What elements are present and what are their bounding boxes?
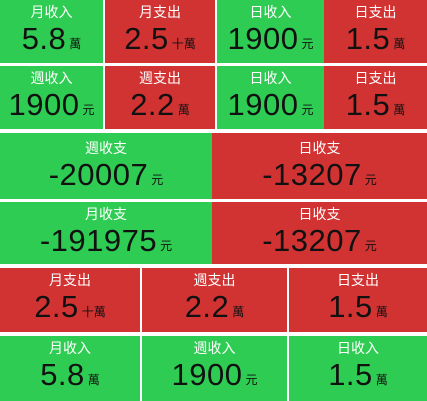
tile-unit: 萬: [375, 305, 388, 319]
tile-value-group: 2.5 十萬: [34, 291, 106, 322]
summary-row-4: 月收支 -191975 元 日收支 -13207 元: [0, 202, 427, 264]
tile-value-group: 1.5 萬: [346, 23, 406, 54]
tile-label: 日收入: [249, 71, 292, 87]
tile-weekly-expense[interactable]: 週支出 2.2 萬: [105, 66, 215, 129]
tile-value: 5.8: [21, 21, 67, 56]
tile-value: 1.5: [345, 87, 391, 122]
tile-monthly-balance[interactable]: 月收支 -191975 元: [0, 202, 212, 264]
tile-monthly-income[interactable]: 月收入 5.8 萬: [0, 0, 103, 63]
tile-unit: 萬: [69, 37, 82, 51]
tile-daily-income[interactable]: 日收入 1900 元: [217, 66, 324, 129]
tile-monthly-income[interactable]: 月收入 5.8 萬: [0, 336, 140, 401]
tile-value: 2.2: [184, 289, 230, 324]
tile-weekly-expense[interactable]: 週支出 2.2 萬: [142, 268, 287, 332]
tile-label: 月收入: [49, 341, 91, 357]
tile-unit: 元: [364, 173, 377, 187]
tile-label: 月支出: [49, 273, 91, 289]
summary-row-1: 月收入 5.8 萬 月支出 2.5 十萬 日收入 1900 元 日支出 1.5: [0, 0, 427, 63]
tile-value: 1900: [8, 87, 80, 122]
tile-value: 2.5: [124, 21, 169, 56]
tile-value-group: 5.8 萬: [22, 23, 82, 54]
tile-unit: 元: [364, 239, 377, 253]
tile-value: 1.5: [328, 289, 373, 324]
tile-unit: 十萬: [171, 37, 196, 51]
tile-value-group: 5.8 萬: [40, 359, 100, 390]
tile-daily-expense[interactable]: 日支出 1.5 萬: [324, 0, 427, 63]
tile-label: 月收支: [85, 207, 127, 223]
tile-value-group: 1900 元: [228, 23, 314, 54]
tile-value-group: 1900 元: [9, 89, 95, 120]
tile-value-group: -20007 元: [49, 159, 164, 190]
tile-label: 週收入: [30, 71, 73, 87]
tile-value: 1900: [227, 87, 299, 122]
tile-value: 5.8: [40, 357, 85, 392]
tile-label: 日收入: [337, 341, 379, 357]
tile-label: 月收入: [30, 5, 73, 21]
summary-row-5: 月支出 2.5 十萬 週支出 2.2 萬 日支出 1.5 萬: [0, 268, 427, 332]
tile-label: 月支出: [139, 5, 181, 21]
tile-value-group: 2.2 萬: [130, 89, 190, 120]
tile-value-group: 1.5 萬: [328, 291, 388, 322]
tile-unit: 萬: [393, 103, 406, 117]
tile-value: -20007: [48, 157, 149, 192]
tile-value: 2.5: [34, 289, 79, 324]
tile-value-group: 1.5 萬: [346, 89, 406, 120]
tile-unit: 十萬: [81, 305, 106, 319]
summary-row-2: 週收入 1900 元 週支出 2.2 萬 日收入 1900 元 日支出 1.5: [0, 66, 427, 129]
tile-value-group: 2.5 十萬: [124, 23, 196, 54]
tile-monthly-expense[interactable]: 月支出 2.5 十萬: [105, 0, 215, 63]
tile-unit: 元: [160, 239, 173, 253]
tile-label: 日支出: [354, 5, 397, 21]
tile-label: 週支出: [139, 71, 181, 87]
tile-daily-expense[interactable]: 日支出 1.5 萬: [289, 268, 427, 332]
tile-unit: 萬: [375, 373, 388, 387]
tile-value-group: 1900 元: [172, 359, 258, 390]
tile-value-group: 2.2 萬: [185, 291, 245, 322]
tile-label: 日收支: [298, 207, 341, 223]
tile-unit: 元: [151, 173, 164, 187]
tile-unit: 元: [301, 37, 314, 51]
summary-row-3: 週收支 -20007 元 日收支 -13207 元: [0, 133, 427, 199]
tile-value: 2.2: [130, 87, 175, 122]
tile-unit: 萬: [232, 305, 245, 319]
tile-weekly-balance[interactable]: 週收支 -20007 元: [0, 133, 212, 199]
tile-value-group: -13207 元: [262, 159, 377, 190]
tile-value-group: -13207 元: [262, 225, 377, 256]
tile-value: 1900: [171, 357, 243, 392]
tile-unit: 元: [301, 103, 314, 117]
tile-unit: 元: [245, 373, 258, 387]
tile-value-group: 1.5 萬: [328, 359, 388, 390]
tile-label: 週收支: [85, 141, 127, 157]
summary-row-6: 月收入 5.8 萬 週收入 1900 元 日收入 1.5 萬: [0, 336, 427, 401]
tile-value-group: 1900 元: [228, 89, 314, 120]
tile-value: 1.5: [345, 21, 391, 56]
tile-value: -13207: [262, 223, 362, 258]
tile-label: 日收支: [298, 141, 341, 157]
tile-unit: 萬: [177, 103, 190, 117]
tile-value: 1.5: [328, 357, 373, 392]
tile-daily-balance[interactable]: 日收支 -13207 元: [212, 202, 427, 264]
tile-unit: 萬: [87, 373, 100, 387]
tile-label: 週支出: [193, 273, 236, 289]
tile-value: 1900: [227, 21, 299, 56]
tile-unit: 元: [82, 103, 95, 117]
tile-label: 週收入: [193, 341, 236, 357]
tile-daily-balance[interactable]: 日收支 -13207 元: [212, 133, 427, 199]
tile-monthly-expense[interactable]: 月支出 2.5 十萬: [0, 268, 140, 332]
tile-weekly-income[interactable]: 週收入 1900 元: [0, 66, 103, 129]
tile-unit: 萬: [393, 37, 406, 51]
tile-value: -191975: [39, 223, 158, 258]
tile-label: 日支出: [354, 71, 397, 87]
tile-label: 日收入: [249, 5, 292, 21]
tile-weekly-income[interactable]: 週收入 1900 元: [142, 336, 287, 401]
tile-daily-income[interactable]: 日收入 1.5 萬: [289, 336, 427, 401]
tile-daily-expense[interactable]: 日支出 1.5 萬: [324, 66, 427, 129]
tile-value-group: -191975 元: [40, 225, 172, 256]
tile-daily-income[interactable]: 日收入 1900 元: [217, 0, 324, 63]
tile-label: 日支出: [337, 273, 379, 289]
tile-value: -13207: [262, 157, 362, 192]
